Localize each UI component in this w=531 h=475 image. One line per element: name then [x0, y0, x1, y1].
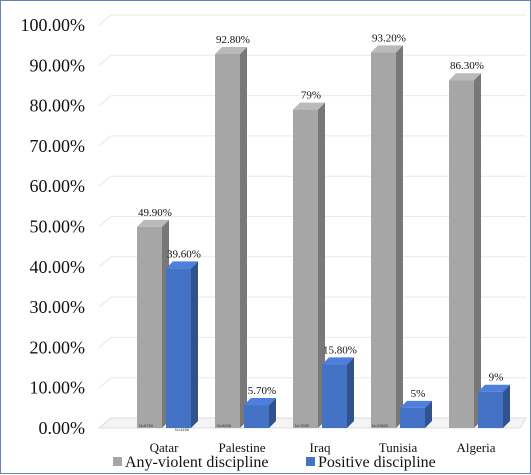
data-label-positive-discipline-palestine: 5.70%	[248, 385, 276, 397]
bar-top-positive-discipline-iraq	[322, 357, 354, 365]
bar-side-positive-discipline-iraq	[347, 357, 354, 428]
y-tick-label: 100.00%	[21, 15, 86, 35]
legend-swatch-positive-discipline	[306, 457, 315, 466]
y-tick-label: 0.00%	[39, 418, 86, 438]
sample-size-iraq: N=7650	[295, 423, 310, 428]
gridline-depth	[98, 296, 112, 308]
bar-positive-discipline-palestine	[244, 405, 269, 428]
bar-side-positive-discipline-algeria	[503, 384, 510, 428]
bar-side-any-violent-discipline-palestine	[240, 47, 247, 429]
data-label-any-violent-discipline-palestine: 92.80%	[216, 34, 250, 46]
sample-size-qatar: N=5750	[139, 423, 154, 428]
gridline-depth	[98, 175, 112, 187]
y-tick-label: 30.00%	[30, 297, 86, 317]
bar-any-violent-discipline-iraq	[293, 109, 318, 428]
gridline-depth	[98, 14, 112, 26]
sample-size-palestine: N=8006	[217, 423, 232, 428]
bar-top-positive-discipline-tunisia	[400, 400, 432, 408]
x-tick-label-iraq: Iraq	[310, 440, 331, 455]
data-label-any-violent-discipline-tunisia: 93.20%	[372, 32, 406, 44]
y-tick-label: 20.00%	[30, 337, 86, 357]
bar-side-any-violent-discipline-iraq	[318, 102, 325, 428]
gridline-depth	[98, 54, 112, 66]
data-label-any-violent-discipline-qatar: 49.90%	[138, 207, 172, 219]
legend-label-positive-discipline: Positive discipline	[318, 454, 436, 471]
bar-positive-discipline-tunisia	[400, 407, 425, 428]
bar-any-violent-discipline-palestine	[215, 54, 240, 429]
bar-side-positive-discipline-tunisia	[425, 400, 432, 428]
bar-positive-discipline-qatar	[166, 268, 191, 428]
bar-top-any-violent-discipline-qatar	[137, 219, 169, 227]
bar-side-positive-discipline-qatar	[191, 261, 198, 428]
gridline-depth	[98, 337, 112, 348]
bar-top-any-violent-discipline-tunisia	[371, 45, 403, 53]
gridline-depth	[98, 135, 112, 147]
data-label-positive-discipline-iraq: 15.80%	[323, 344, 357, 356]
bar-any-violent-discipline-qatar	[137, 226, 162, 428]
data-label-positive-discipline-tunisia: 5%	[411, 388, 426, 400]
gridline-depth	[98, 256, 112, 268]
bar-positive-discipline-algeria	[478, 391, 503, 428]
gridline-depth	[98, 95, 112, 106]
y-tick-label: 10.00%	[30, 378, 86, 398]
y-tick-label: 40.00%	[30, 257, 86, 277]
gridline-depth	[98, 377, 112, 389]
x-tick-label-algeria: Algeria	[457, 440, 496, 455]
y-tick-label: 60.00%	[30, 176, 86, 196]
sample-size-2-qatar: N=4496	[175, 427, 190, 432]
gridline-depth	[98, 216, 112, 227]
bar-side-any-violent-discipline-algeria	[474, 73, 481, 428]
x-tick-label-palestine: Palestine	[219, 440, 266, 455]
y-tick-label: 90.00%	[30, 55, 86, 75]
sample-size-tunisia: N=23829	[372, 423, 389, 428]
y-tick-label: 80.00%	[30, 96, 86, 116]
bar-side-any-violent-discipline-tunisia	[396, 45, 403, 429]
legend-swatch-any-violent-discipline	[113, 457, 122, 466]
bar-positive-discipline-iraq	[322, 364, 347, 428]
bar-top-positive-discipline-palestine	[244, 398, 276, 406]
x-tick-label-tunisia: Tunisia	[379, 440, 418, 455]
bar-top-any-violent-discipline-palestine	[215, 47, 247, 55]
bar-top-any-violent-discipline-iraq	[293, 102, 325, 110]
data-label-any-violent-discipline-iraq: 79%	[301, 90, 321, 102]
data-label-any-violent-discipline-algeria: 86.30%	[450, 60, 484, 72]
y-tick-label: 50.00%	[30, 217, 86, 237]
bar-top-positive-discipline-qatar	[166, 261, 198, 269]
x-tick-label-qatar: Qatar	[150, 440, 180, 455]
bar-top-positive-discipline-algeria	[478, 384, 510, 392]
bar-any-violent-discipline-algeria	[449, 80, 474, 428]
data-label-positive-discipline-qatar: 39.60%	[167, 248, 201, 260]
bar-any-violent-discipline-tunisia	[371, 52, 396, 429]
legend-label-any-violent-discipline: Any-violent discipline	[125, 454, 269, 471]
data-label-positive-discipline-algeria: 9%	[489, 372, 504, 384]
bar-side-positive-discipline-palestine	[269, 398, 276, 428]
bar-top-any-violent-discipline-algeria	[449, 73, 481, 81]
y-tick-label: 70.00%	[30, 136, 86, 156]
